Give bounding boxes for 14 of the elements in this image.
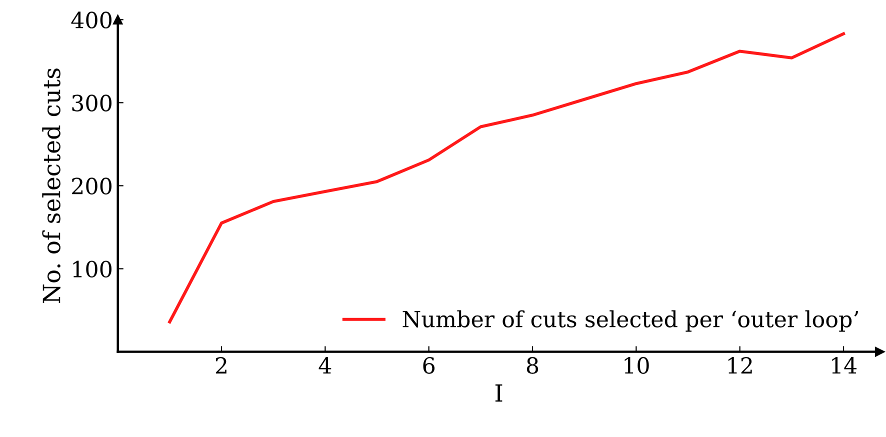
y-tick-label: 400: [71, 12, 112, 28]
y-tick-label: 300: [72, 94, 112, 112]
y-tick-label: 100: [73, 260, 112, 278]
x-tick-label: 2: [216, 357, 226, 374]
y-tick-label: 200: [72, 178, 112, 194]
y-axis-title: No. of selected cuts: [42, 68, 60, 304]
x-axis-title: I: [495, 384, 502, 402]
x-tick-label: 4: [318, 357, 332, 374]
x-tick-label: 8: [526, 357, 538, 374]
x-tick-label: 6: [423, 357, 435, 374]
legend-label: Number of cuts selected per ‘outer loop’: [402, 310, 858, 332]
x-tick-label: 10: [624, 357, 649, 374]
x-tick-label: 12: [728, 357, 752, 374]
x-tick-label: 14: [832, 357, 857, 374]
